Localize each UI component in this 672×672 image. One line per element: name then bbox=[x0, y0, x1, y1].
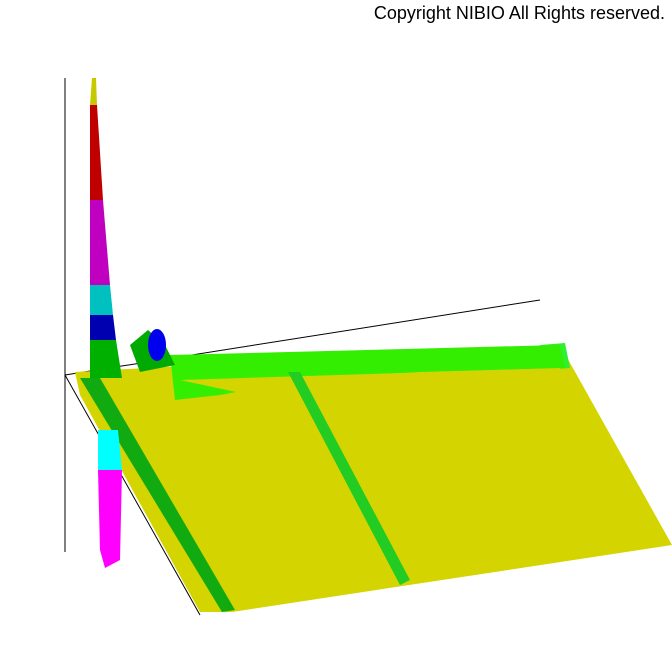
peak bbox=[98, 470, 122, 568]
peak bbox=[148, 329, 166, 361]
y-axis bbox=[64, 374, 201, 616]
peak bbox=[90, 285, 113, 315]
surface-ridge bbox=[80, 378, 235, 612]
peak bbox=[90, 340, 122, 378]
peak bbox=[90, 315, 116, 340]
peak bbox=[90, 200, 110, 285]
copyright: Copyright NIBIO All Rights reserved. bbox=[374, 3, 665, 23]
surface-plane bbox=[75, 345, 672, 612]
surface-ridge bbox=[170, 345, 565, 400]
peak bbox=[98, 430, 122, 470]
surface-plane bbox=[180, 368, 560, 395]
peak bbox=[90, 105, 103, 200]
peak bbox=[90, 78, 97, 105]
surface-ridge bbox=[288, 372, 410, 585]
